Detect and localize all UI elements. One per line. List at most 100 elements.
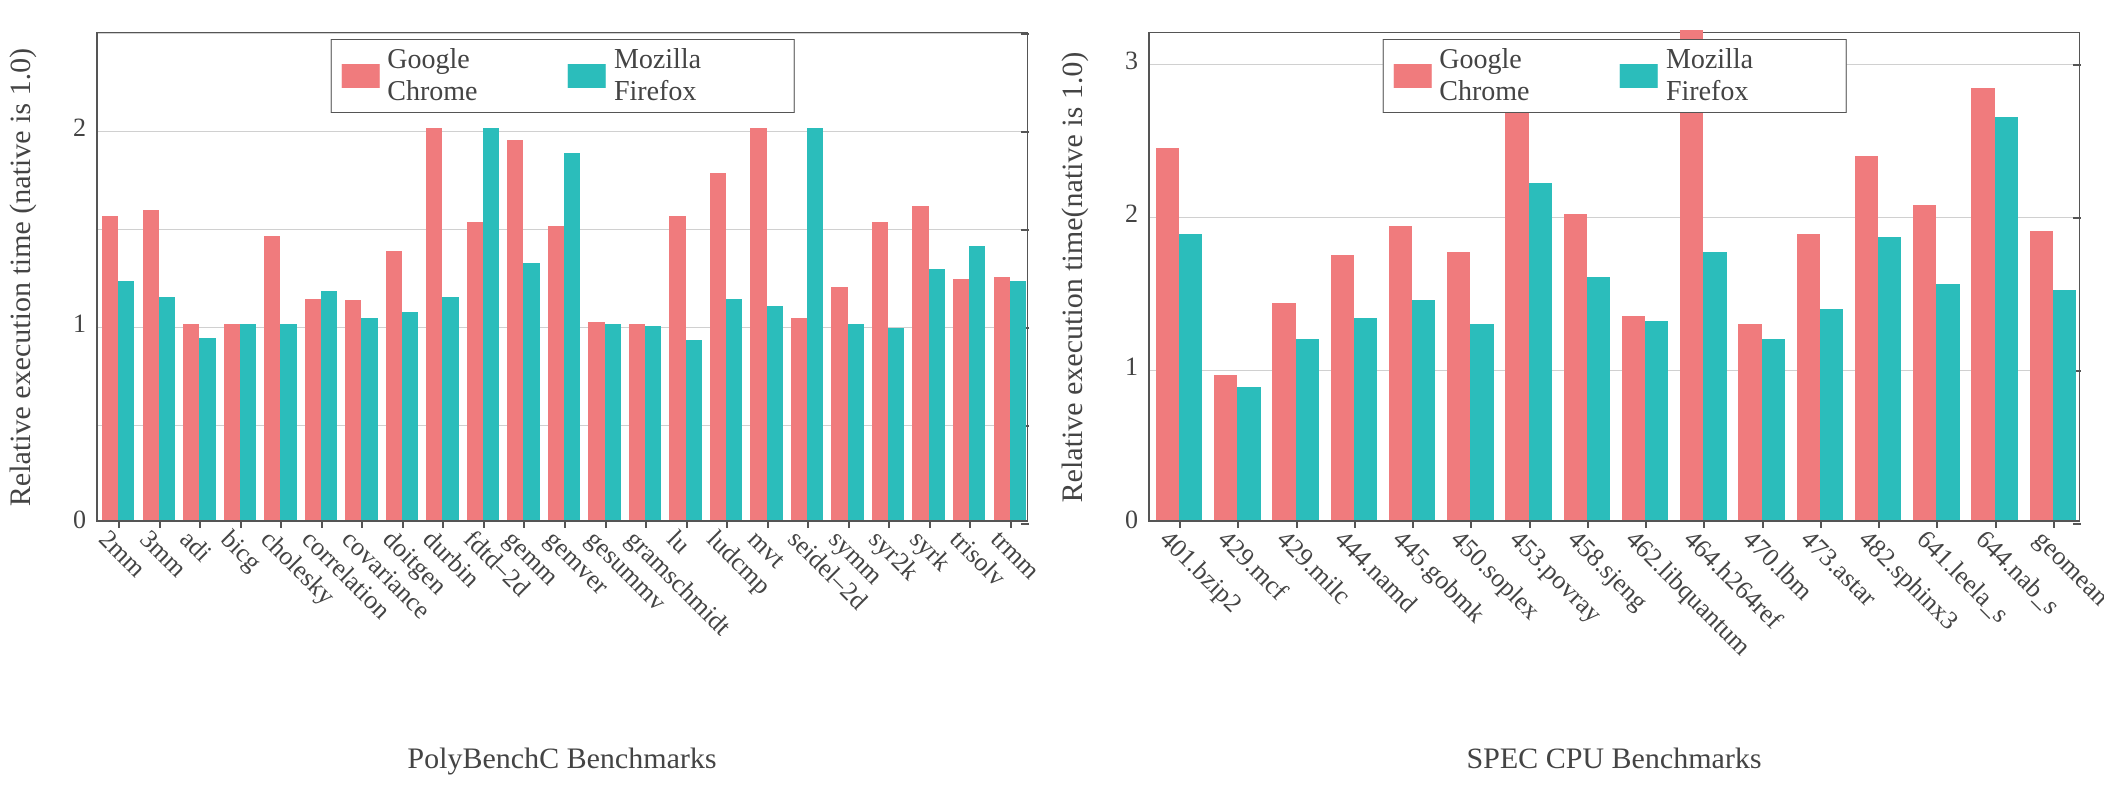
ytick-label: 3 [1125, 46, 1150, 76]
bar-firefox [442, 297, 458, 520]
panel-spec: 0123401.bzip2429.mcf429.milc444.namd445.… [1052, 0, 2104, 804]
bar-firefox [1878, 237, 1901, 520]
bar-chrome [1738, 324, 1761, 520]
bar-firefox [1995, 117, 2018, 520]
bar-firefox [969, 246, 985, 520]
plot-area: 0123401.bzip2429.mcf429.milc444.namd445.… [1148, 32, 2080, 522]
bar-firefox [1645, 321, 1668, 520]
legend-swatch-firefox [1620, 64, 1658, 88]
bar-chrome [2030, 231, 2053, 520]
bar-firefox [2053, 290, 2076, 520]
bar-chrome [750, 128, 766, 520]
bar-firefox [1703, 252, 1726, 520]
legend-swatch-chrome [1393, 64, 1431, 88]
bar-firefox [159, 297, 175, 520]
plot-area: 0122mm3mmadibicgcholeskycorrelationcovar… [96, 32, 1028, 522]
xlabel: PolyBenchC Benchmarks [407, 742, 716, 776]
bar-chrome [710, 173, 726, 520]
bar-chrome [588, 322, 604, 520]
bar-chrome [994, 277, 1010, 520]
legend-swatch-firefox [568, 64, 606, 88]
bar-firefox [1179, 234, 1202, 520]
bar-firefox [1237, 387, 1260, 520]
ytick-label: 1 [73, 309, 98, 339]
bar-chrome [102, 216, 118, 520]
bar-firefox [361, 318, 377, 520]
bar-chrome [507, 140, 523, 520]
bar-firefox [321, 291, 337, 520]
bar-chrome [629, 324, 645, 520]
legend: Google Chrome Mozilla Firefox [330, 39, 795, 113]
ytick-label: 0 [73, 505, 98, 535]
bar-chrome [1971, 88, 1994, 520]
legend-label-chrome: Google Chrome [387, 44, 550, 108]
legend: Google Chrome Mozilla Firefox [1382, 39, 1847, 113]
bar-chrome [1272, 303, 1295, 520]
bar-chrome [872, 222, 888, 520]
bar-chrome [467, 222, 483, 520]
ylabel: Relative execution time(native is 1.0) [1056, 52, 1090, 503]
bar-firefox [523, 263, 539, 520]
bar-chrome [426, 128, 442, 520]
bar-chrome [548, 226, 564, 520]
bar-firefox [807, 128, 823, 520]
bar-firefox [726, 299, 742, 520]
bar-firefox [1820, 309, 1843, 520]
bar-chrome [386, 251, 402, 520]
bar-chrome [831, 287, 847, 520]
legend-swatch-chrome [341, 64, 379, 88]
bar-firefox [402, 312, 418, 520]
bar-chrome [669, 216, 685, 520]
bar-firefox [645, 326, 661, 520]
bar-chrome [1797, 234, 1820, 520]
bar-chrome [1156, 148, 1179, 520]
bar-chrome [1913, 205, 1936, 520]
bar-chrome [1214, 375, 1237, 520]
ytick-mark [2073, 523, 2081, 525]
bar-firefox [1010, 281, 1026, 520]
bar-firefox [1529, 183, 1552, 520]
ytick-label: 2 [73, 113, 98, 143]
bar-firefox [929, 269, 945, 520]
bar-firefox [1412, 300, 1435, 521]
bar-chrome [791, 318, 807, 520]
bar-firefox [767, 306, 783, 520]
bar-chrome [912, 206, 928, 520]
ytick-label: 2 [1125, 199, 1150, 229]
bar-firefox [118, 281, 134, 520]
bar-chrome [305, 299, 321, 520]
ytick-label: 1 [1125, 352, 1150, 382]
bar-chrome [1505, 107, 1528, 520]
bar-chrome [143, 210, 159, 520]
bar-chrome [1389, 226, 1412, 520]
bar-firefox [686, 340, 702, 520]
bar-chrome [953, 279, 969, 520]
ytick-label: 0 [1125, 505, 1150, 535]
bar-firefox [564, 153, 580, 520]
bar-chrome [1331, 255, 1354, 520]
legend-label-chrome: Google Chrome [1439, 44, 1602, 108]
ylabel: Relative execution time (native is 1.0) [4, 48, 38, 506]
bar-firefox [280, 324, 296, 520]
bar-firefox [1296, 339, 1319, 520]
bar-firefox [483, 128, 499, 520]
bar-firefox [1762, 339, 1785, 520]
bar-firefox [240, 324, 256, 520]
bar-chrome [224, 324, 240, 520]
bar-firefox [888, 328, 904, 520]
ytick-mark [1021, 523, 1029, 525]
xlabel: SPEC CPU Benchmarks [1466, 742, 1761, 776]
bar-chrome [264, 236, 280, 520]
bar-firefox [1354, 318, 1377, 520]
bar-firefox [1936, 284, 1959, 520]
bar-chrome [1564, 214, 1587, 520]
legend-label-firefox: Mozilla Firefox [614, 44, 774, 108]
legend-label-firefox: Mozilla Firefox [1666, 44, 1826, 108]
bar-firefox [848, 324, 864, 520]
bar-chrome [183, 324, 199, 520]
bar-chrome [345, 300, 361, 520]
bar-chrome [1622, 316, 1645, 520]
bar-chrome [1855, 156, 1878, 520]
bar-firefox [1587, 277, 1610, 520]
figure: 0122mm3mmadibicgcholeskycorrelationcovar… [0, 0, 2104, 804]
